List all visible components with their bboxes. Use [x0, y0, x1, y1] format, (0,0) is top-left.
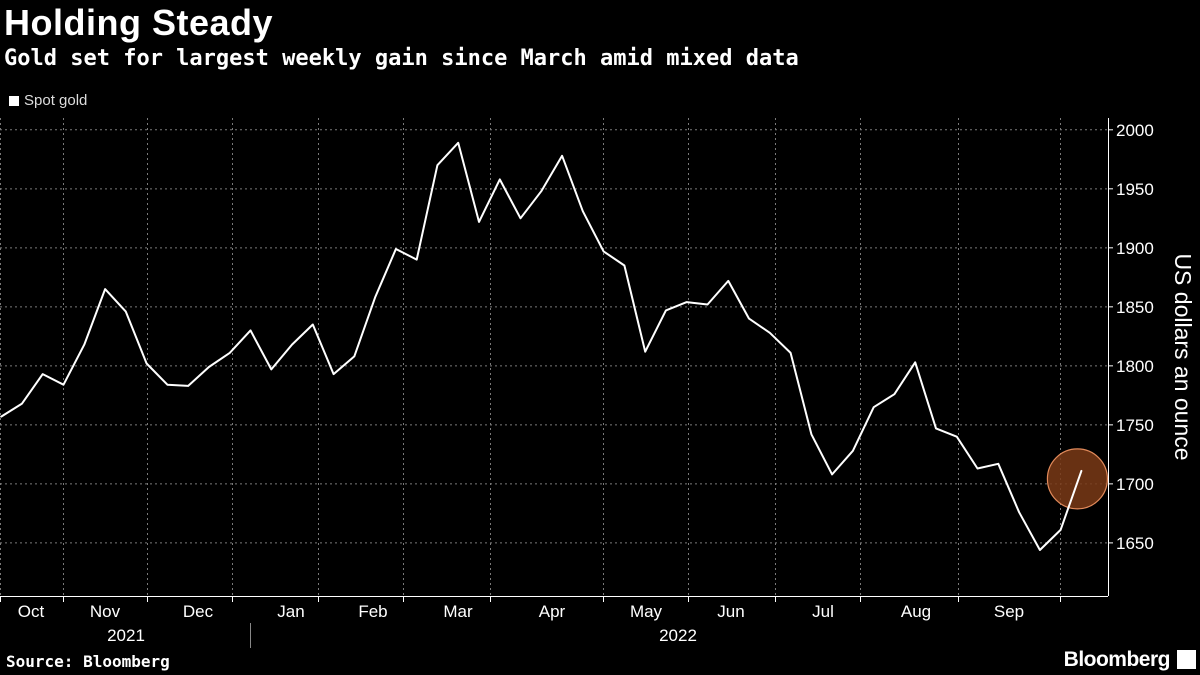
data-point	[582, 210, 584, 212]
x-year-label: 2021	[107, 626, 145, 645]
data-point	[291, 344, 293, 346]
series-line-spot-gold	[0, 141, 1083, 551]
data-point	[623, 265, 625, 267]
data-point	[353, 355, 355, 357]
y-tick-label: 1850	[1116, 298, 1154, 317]
legend: Spot gold	[9, 92, 87, 109]
data-point	[42, 373, 44, 375]
data-point	[229, 352, 231, 354]
data-point	[63, 384, 65, 386]
x-tick-label: Apr	[539, 602, 566, 621]
y-tick-label: 1800	[1116, 357, 1154, 376]
data-point	[416, 259, 418, 261]
data-point	[914, 361, 916, 363]
x-tick-label: Mar	[443, 602, 473, 621]
y-tick-label: 1650	[1116, 534, 1154, 553]
bloomberg-chart-icon	[1177, 650, 1196, 669]
data-point	[0, 416, 2, 418]
data-point	[790, 352, 792, 354]
chart-subtitle: Gold set for largest weekly gain since M…	[4, 46, 799, 71]
y-tick-label: 2000	[1116, 121, 1154, 140]
x-tick-label: Jan	[277, 602, 304, 621]
x-tick-label: Jun	[717, 602, 744, 621]
data-point	[769, 332, 771, 334]
data-point	[707, 304, 709, 306]
data-point	[686, 301, 688, 303]
x-tick-label: Aug	[901, 602, 931, 621]
x-tick-label: May	[630, 602, 663, 621]
data-point	[1039, 549, 1041, 551]
y-tick-label: 1900	[1116, 239, 1154, 258]
data-point	[831, 473, 833, 475]
data-point	[935, 427, 937, 429]
data-point	[146, 363, 148, 365]
data-point	[852, 450, 854, 452]
data-point	[270, 368, 272, 370]
data-point	[873, 406, 875, 408]
y-axis-title: US dollars an ounce	[1170, 253, 1196, 460]
x-tick-label: Nov	[90, 602, 121, 621]
data-point	[665, 309, 667, 311]
data-point	[1018, 511, 1020, 513]
data-point	[727, 280, 729, 282]
data-point	[250, 329, 252, 331]
data-point	[166, 384, 168, 386]
data-point	[644, 351, 646, 353]
bloomberg-logo: Bloomberg	[1063, 648, 1171, 671]
data-point	[333, 373, 335, 375]
data-point	[977, 468, 979, 470]
data-point	[1060, 529, 1062, 531]
source-note: Source: Bloomberg	[6, 652, 170, 671]
x-tick-label: Oct	[18, 602, 45, 621]
y-tick-label: 1950	[1116, 180, 1154, 199]
data-point	[457, 142, 459, 144]
data-point	[499, 178, 501, 180]
data-point	[810, 433, 812, 435]
data-point	[997, 463, 999, 465]
data-point	[83, 344, 85, 346]
x-tick-label: Sep	[994, 602, 1024, 621]
data-point	[436, 164, 438, 166]
data-point	[208, 366, 210, 368]
data-point	[21, 403, 23, 405]
x-tick-label: Jul	[812, 602, 834, 621]
data-point	[187, 385, 189, 387]
data-point	[1080, 470, 1082, 472]
x-year-label: 2022	[659, 626, 697, 645]
data-point	[104, 288, 106, 290]
data-point	[956, 436, 958, 438]
legend-swatch	[9, 95, 19, 106]
data-point	[312, 324, 314, 326]
data-point	[374, 296, 376, 298]
data-point	[540, 190, 542, 192]
x-tick-label: Feb	[358, 602, 387, 621]
data-point	[395, 248, 397, 250]
y-tick-label: 1700	[1116, 475, 1154, 494]
highlight-circle	[1046, 448, 1109, 510]
data-point	[561, 155, 563, 157]
data-point	[478, 221, 480, 223]
data-point	[748, 318, 750, 320]
data-point	[603, 250, 605, 252]
y-tick-label: 1750	[1116, 416, 1154, 435]
chart-title: Holding Steady	[4, 2, 274, 43]
data-point	[520, 217, 522, 219]
legend-label-spot-gold: Spot gold	[24, 92, 88, 109]
data-point	[893, 393, 895, 395]
data-point	[125, 311, 127, 313]
x-tick-label: Dec	[183, 602, 214, 621]
